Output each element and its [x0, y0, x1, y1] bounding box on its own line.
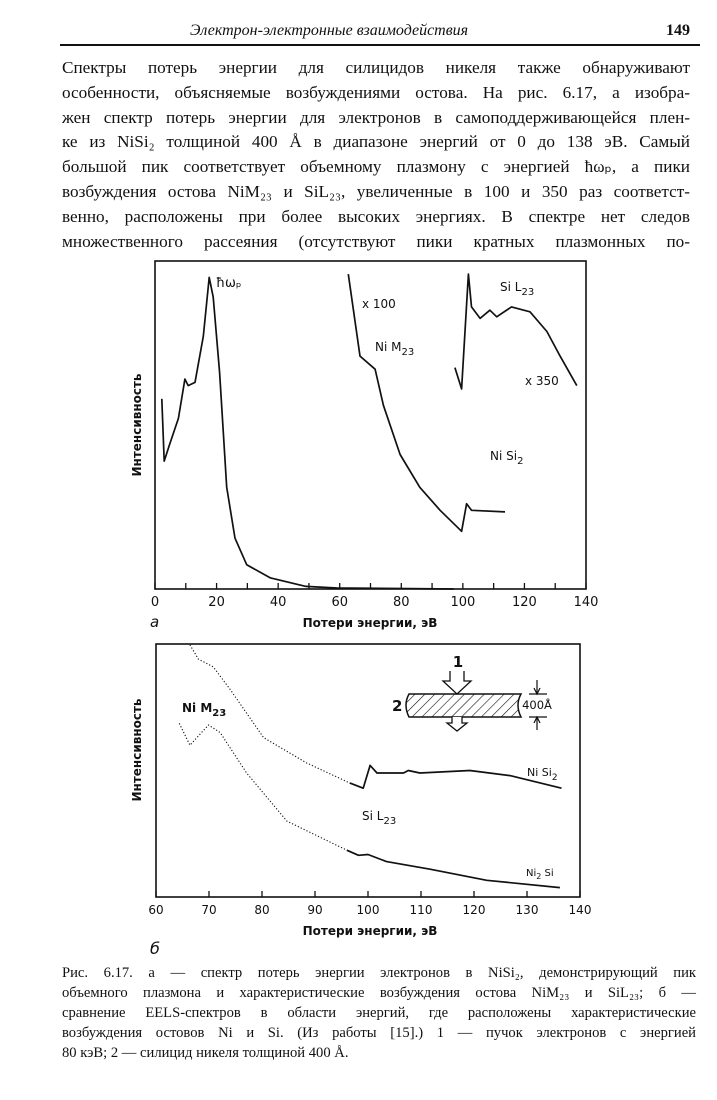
- series-line: [346, 849, 560, 889]
- series-line: [178, 723, 348, 851]
- x-tick-label: 80: [393, 595, 410, 610]
- film-label: 2: [392, 697, 402, 715]
- caption-line: возбуждения остовов Ni и Si. (Из работы …: [62, 1025, 696, 1041]
- series-line: [189, 644, 364, 789]
- header-rule: [60, 44, 700, 46]
- series-line: [160, 276, 454, 590]
- body-paragraph: Спектры потерь энергии для силицидов ник…: [62, 56, 690, 254]
- paragraph-line: возбуждения остова NiM₂₃ и SiL₂₃, увелич…: [62, 181, 690, 201]
- x-tick-label: 100: [450, 595, 475, 610]
- x-tick-label: 110: [410, 903, 433, 917]
- transmitted-arrow-icon: [445, 717, 469, 732]
- figure-caption: Рис. 6.17. а — спектр потерь энергии эле…: [62, 963, 696, 1063]
- series-line: [349, 764, 562, 790]
- caption-line: объемного плазмона и характеристические …: [62, 985, 696, 1001]
- chart-a: 0 20 40 60 80 100 120 140 Интенсивность Потери …: [130, 260, 599, 631]
- nisi2-label: Ni Si2: [490, 449, 523, 467]
- si-l23-label: Si L23: [362, 809, 396, 827]
- chart-b-xlabel: Потери энергии, эВ: [303, 924, 438, 938]
- x-tick-label: 120: [512, 595, 537, 610]
- x-tick-label: 80: [254, 903, 269, 917]
- x100-label: x 100: [362, 297, 396, 311]
- paragraph-line: особенности, объясняемые возбуждениями о…: [62, 82, 690, 102]
- chart-b: 60 70 80 90 100 110 120 130 140 Интенсивность По…: [130, 643, 592, 958]
- beam-arrow-icon: [441, 671, 473, 695]
- beam-label: 1: [453, 653, 463, 671]
- x-tick-label: 90: [307, 903, 322, 917]
- caption-line: сравнение EELS-спектров в области энерги…: [62, 1005, 696, 1021]
- x-tick-label: 60: [148, 903, 163, 917]
- x-tick-label: 140: [574, 595, 599, 610]
- paragraph-line: ке из NiSi₂ толщиной 400 Å в диапазоне э…: [62, 132, 690, 152]
- plasmon-label: ħωₚ: [216, 276, 242, 291]
- page-number: 149: [666, 22, 690, 39]
- paragraph-line: большой пик соответствует объемному плаз…: [62, 157, 690, 177]
- chart-b-panel-label: б: [150, 939, 160, 958]
- x-tick-label: 120: [463, 903, 486, 917]
- x-tick-label: 70: [201, 903, 216, 917]
- chart-a-ylabel: Интенсивность: [130, 373, 144, 476]
- paragraph-line: Спектры потерь энергии для силицидов ник…: [62, 58, 690, 77]
- thickness-dimension: [529, 680, 547, 730]
- ni2si-label: Ni2 Si: [526, 868, 554, 881]
- sample-inset-diagram: 1 2 400Å: [392, 653, 552, 732]
- x-tick-label: 130: [516, 903, 539, 917]
- x350-label: x 350: [525, 374, 559, 388]
- running-title: Электрон-электронные взаимодействия: [190, 22, 469, 39]
- x-tick-label: 20: [208, 595, 225, 610]
- running-header: Электрон-электронные взаимодействия 149: [60, 22, 700, 46]
- film-slab: [405, 693, 523, 718]
- x-tick-label: 140: [569, 903, 592, 917]
- x-tick-label: 100: [357, 903, 380, 917]
- caption-line: Рис. 6.17. а — спектр потерь энергии эле…: [62, 965, 696, 981]
- caption-line: 80 кэВ; 2 — силицид никеля толщиной 400 …: [62, 1045, 349, 1061]
- si-l23-label: Si L23: [500, 280, 534, 298]
- thickness-label: 400Å: [522, 697, 552, 712]
- ni-m23-label: Ni M23: [375, 340, 414, 358]
- x-tick-label: 0: [151, 595, 159, 610]
- series-line: [454, 273, 578, 390]
- chart-a-xlabel: Потери энергии, эВ: [303, 616, 438, 630]
- paragraph-line: жен спектр потерь энергии для электронов…: [62, 107, 690, 127]
- x-tick-label: 60: [331, 595, 348, 610]
- paragraph-line: множественного рассеяния (отсутствуют пи…: [62, 231, 690, 251]
- chart-b-ylabel: Интенсивность: [130, 698, 144, 801]
- nisi2-label: Ni Si2: [527, 766, 558, 783]
- series-line: [347, 273, 506, 533]
- chart-a-panel-label: а: [150, 613, 159, 631]
- paragraph-line: венно, расположены при более высоких эне…: [62, 206, 690, 226]
- ni-m23-label: Ni M23: [182, 701, 226, 719]
- x-tick-label: 40: [270, 595, 287, 610]
